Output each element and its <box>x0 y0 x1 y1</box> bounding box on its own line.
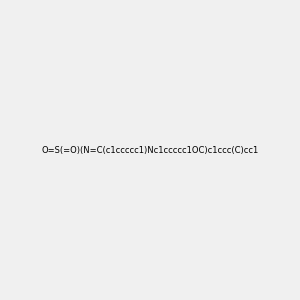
Text: O=S(=O)(N=C(c1ccccc1)Nc1ccccc1OC)c1ccc(C)cc1: O=S(=O)(N=C(c1ccccc1)Nc1ccccc1OC)c1ccc(C… <box>41 146 259 154</box>
